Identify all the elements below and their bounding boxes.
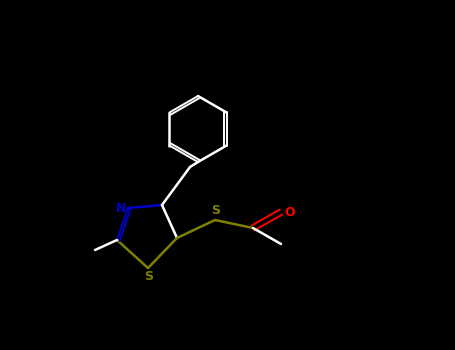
Text: N: N [116,203,126,216]
Text: S: S [212,204,221,217]
Text: S: S [145,271,153,284]
Text: O: O [285,205,295,218]
